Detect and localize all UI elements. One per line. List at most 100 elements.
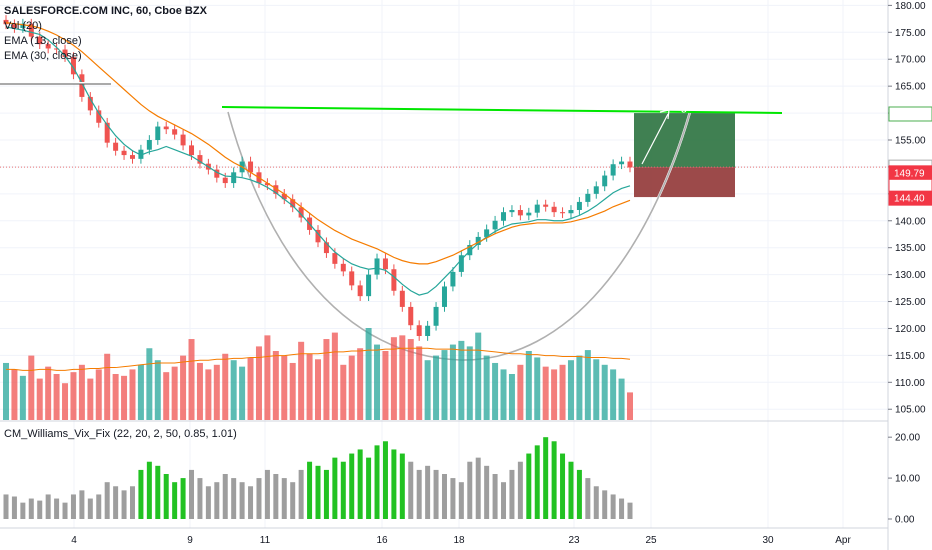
volume-bar (424, 360, 431, 420)
candle-body (180, 134, 186, 146)
volume-bar (104, 353, 111, 420)
ema30-line (5, 22, 631, 265)
vix-bar (180, 478, 186, 519)
candle-body (163, 126, 169, 130)
vix-bar (619, 498, 625, 519)
vix-bar (441, 474, 447, 519)
candle-body (113, 142, 119, 151)
candle-body (231, 172, 237, 184)
study-vol[interactable]: Vol (20) (4, 20, 42, 32)
candle-body (298, 207, 304, 218)
candle-body (197, 155, 203, 164)
candle-body (87, 96, 93, 111)
candle-body (450, 271, 456, 287)
vix-bar (391, 449, 397, 519)
volume-bar (593, 359, 600, 420)
vix-bar (382, 441, 388, 519)
volume-bar (78, 364, 85, 420)
vix-bar (340, 461, 346, 519)
vix-bar (568, 461, 574, 519)
vix-bar (560, 453, 566, 519)
volume-bar (36, 378, 43, 420)
candle-body (3, 19, 9, 25)
volume-bar (390, 337, 397, 420)
volume-bar (230, 360, 237, 420)
study-ema30[interactable]: EMA (30, close) (4, 50, 82, 62)
candle-body (20, 23, 26, 28)
candle-body (315, 229, 321, 243)
symbol-title[interactable]: SALESFORCE.COM INC, 60, Cboe BZX (4, 5, 207, 17)
vix-tick-label: 0.00 (895, 515, 915, 526)
vix-bar (197, 478, 203, 519)
vix-bar (307, 461, 313, 519)
volume-bar (567, 360, 574, 420)
volume-bar (62, 383, 69, 420)
volume-bar (449, 344, 456, 420)
candle-body (138, 149, 144, 159)
time-tick-label: 25 (645, 535, 657, 546)
volume-ma-line (6, 347, 631, 371)
volume-bar (196, 362, 203, 420)
vix-bar (475, 457, 481, 519)
candle-body (593, 186, 599, 194)
candle-body (560, 212, 566, 214)
vix-bar (146, 461, 152, 519)
vix-tick-label: 20.00 (895, 433, 920, 444)
candle-body (602, 175, 608, 187)
vix-bar (484, 465, 490, 519)
price-tick-label: 115.00 (895, 351, 925, 362)
candle-body (214, 169, 220, 178)
vix-bar (273, 474, 279, 519)
indicator-legend[interactable]: CM_Williams_Vix_Fix (22, 20, 2, 50, 0.85… (4, 428, 237, 440)
vix-bar (163, 474, 169, 519)
ema-lines (5, 22, 631, 296)
candle-body (484, 229, 490, 237)
study-ema13[interactable]: EMA (13, close) (4, 35, 82, 47)
volume-bar (525, 351, 532, 420)
candle-body (340, 263, 346, 272)
candle-body (222, 177, 228, 184)
volume-bar (559, 364, 566, 420)
volume-bar (222, 353, 229, 420)
price-tag-label: 149.79 (894, 168, 925, 179)
volume-bar (213, 364, 220, 420)
vix-bar (551, 441, 557, 519)
volume-bar (28, 355, 35, 420)
risk-reward-zones (0, 113, 888, 198)
vix-bar (298, 469, 304, 519)
volume-bar (255, 346, 262, 420)
price-tick-label: 170.00 (895, 55, 926, 66)
candle-body (425, 325, 431, 336)
vix-bar (585, 478, 591, 519)
target-zone (634, 113, 735, 168)
candle-body (441, 286, 447, 307)
vix-bar (104, 482, 110, 519)
vix-bar (290, 482, 296, 519)
vix-bar (172, 482, 178, 519)
candle-body (281, 193, 287, 200)
candle-body (416, 325, 422, 336)
price-tick-label: 120.00 (895, 324, 926, 335)
candle-body (79, 74, 85, 97)
price-tick-label: 140.00 (895, 216, 926, 227)
volume-bar (264, 335, 271, 420)
vix-bar (610, 494, 616, 519)
candle-body (96, 110, 102, 123)
volume-bar (281, 355, 288, 420)
volume-bar (188, 339, 195, 420)
volume-bar (374, 344, 381, 420)
vix-bar (509, 469, 515, 519)
vix-bar (20, 502, 26, 519)
vix-fix-histogram (3, 437, 633, 519)
candle-body (290, 199, 296, 208)
candle-body (382, 258, 388, 270)
volume-bar (601, 364, 608, 420)
vix-bar (54, 498, 60, 519)
candle-body (501, 212, 507, 221)
candle-body (323, 242, 329, 254)
candle-body (62, 49, 68, 58)
price-tag-box (888, 190, 932, 206)
volume-bar (121, 375, 128, 420)
